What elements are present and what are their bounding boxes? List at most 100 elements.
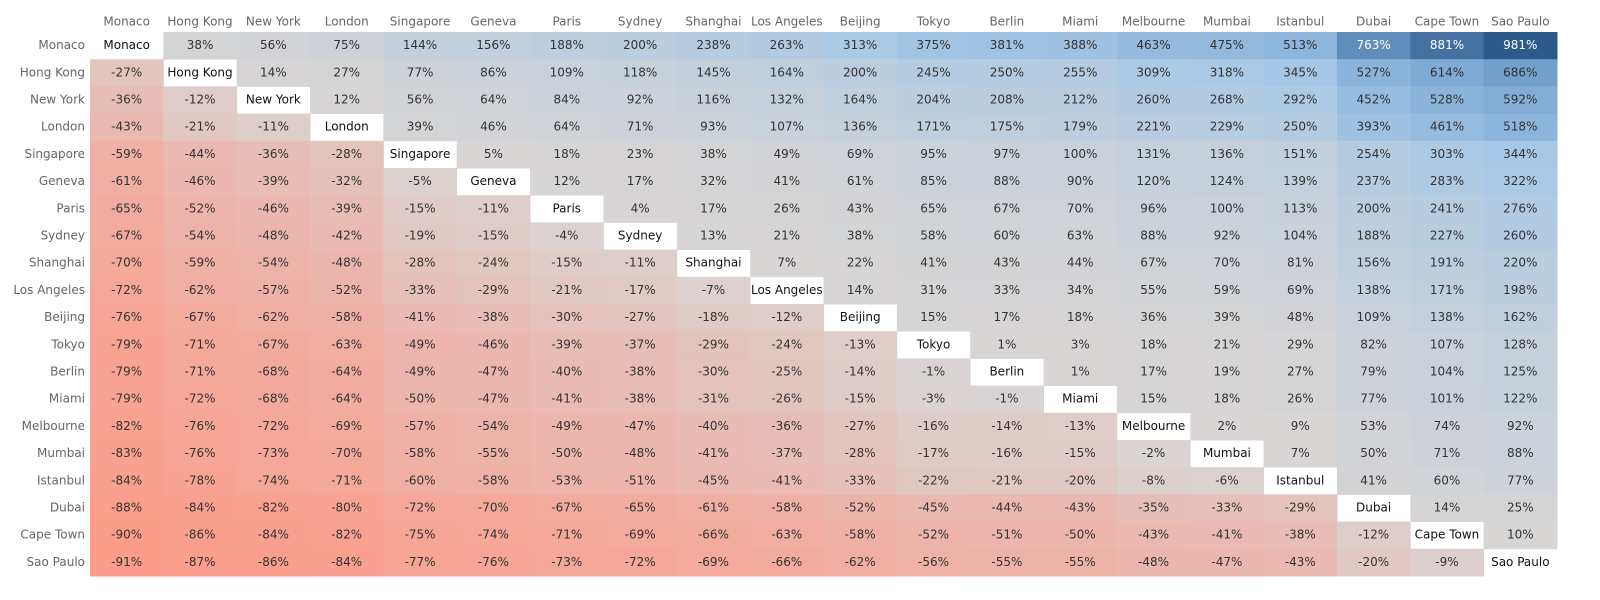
heat-cell bbox=[1410, 548, 1485, 577]
cell-label: -86% bbox=[185, 528, 216, 542]
cell-label: -36% bbox=[258, 147, 289, 161]
cell-label: 122% bbox=[1503, 392, 1537, 406]
heat-cell bbox=[1483, 440, 1558, 468]
cell-label: 237% bbox=[1356, 174, 1390, 188]
cell-label: -65% bbox=[625, 501, 656, 515]
cell-label: -71% bbox=[551, 528, 582, 542]
column-header: Geneva bbox=[470, 15, 516, 29]
column-header: Beijing bbox=[840, 15, 881, 29]
cell-label: 53% bbox=[1360, 419, 1387, 433]
heat-cell bbox=[1190, 168, 1265, 196]
heat-cell bbox=[456, 412, 531, 441]
cell-label: -27% bbox=[111, 65, 142, 79]
heat-cell bbox=[90, 385, 164, 414]
heat-cell bbox=[970, 385, 1045, 414]
cell-label: 32% bbox=[700, 174, 727, 188]
heat-cell bbox=[530, 32, 604, 60]
heat-cell bbox=[750, 249, 824, 278]
heat-cell bbox=[1410, 385, 1485, 414]
heat-cell bbox=[456, 331, 531, 359]
heat-cell bbox=[603, 168, 678, 196]
heat-cell bbox=[676, 195, 751, 223]
cell-label: 50% bbox=[1360, 446, 1387, 460]
heat-cell bbox=[1263, 113, 1338, 142]
heat-cell bbox=[456, 32, 531, 60]
cell-label: -67% bbox=[185, 310, 216, 324]
cell-label: 1% bbox=[997, 337, 1016, 351]
cell-label: 198% bbox=[1503, 283, 1537, 297]
heat-cell bbox=[1410, 249, 1485, 278]
cell-label: 17% bbox=[700, 201, 727, 215]
cell-label: 260% bbox=[1136, 93, 1170, 107]
cell-label: -35% bbox=[1138, 501, 1169, 515]
heat-cell bbox=[970, 249, 1045, 278]
heat-cell bbox=[1043, 113, 1118, 142]
heat-cell bbox=[676, 494, 751, 523]
heat-cell bbox=[1336, 331, 1411, 359]
row-header: Melbourne bbox=[22, 419, 85, 433]
diagonal-cell bbox=[824, 304, 897, 331]
cell-label: -66% bbox=[698, 528, 729, 542]
heat-cell bbox=[1190, 195, 1265, 223]
cell-label: 14% bbox=[260, 65, 287, 79]
cell-label: -49% bbox=[551, 419, 582, 433]
heat-cell bbox=[603, 59, 678, 87]
heat-cell bbox=[383, 331, 458, 359]
heat-cell bbox=[456, 358, 531, 387]
heat-cell bbox=[896, 440, 971, 468]
cell-label: 981% bbox=[1503, 38, 1537, 52]
cell-label: -28% bbox=[845, 446, 876, 460]
cell-label: 204% bbox=[916, 93, 950, 107]
cell-label: 263% bbox=[770, 38, 804, 52]
heat-cell bbox=[750, 86, 824, 115]
heat-cell bbox=[603, 140, 678, 169]
cell-label: 18% bbox=[1140, 337, 1167, 351]
heat-cell bbox=[823, 358, 898, 387]
cell-label: 59% bbox=[1214, 283, 1241, 297]
cell-label: 95% bbox=[920, 147, 947, 161]
cell-label: 21% bbox=[773, 229, 800, 243]
cell-label: -67% bbox=[258, 337, 289, 351]
heat-cell bbox=[676, 59, 751, 87]
row-header: Geneva bbox=[39, 174, 85, 188]
heat-cell bbox=[1410, 304, 1485, 332]
heat-cell bbox=[823, 249, 898, 278]
heat-cell bbox=[163, 385, 238, 414]
cell-label: 255% bbox=[1063, 65, 1097, 79]
column-header: Cape Town bbox=[1415, 15, 1480, 29]
heat-cell bbox=[236, 222, 311, 251]
cell-label: 56% bbox=[407, 93, 434, 107]
cell-label: -30% bbox=[551, 310, 582, 324]
heat-cell bbox=[90, 521, 164, 550]
heat-cell bbox=[676, 222, 751, 251]
heat-cell bbox=[530, 494, 604, 523]
heat-cell bbox=[530, 440, 604, 468]
diagonal-label: Los Angeles bbox=[751, 283, 823, 297]
cell-label: -68% bbox=[258, 365, 289, 379]
heat-cell bbox=[750, 59, 824, 87]
heat-cell bbox=[603, 548, 678, 577]
heat-cell bbox=[1410, 222, 1485, 251]
heat-cell bbox=[1263, 304, 1338, 332]
heat-cell bbox=[310, 385, 384, 414]
heat-cell bbox=[1263, 249, 1338, 278]
cell-label: -17% bbox=[918, 446, 949, 460]
cell-label: 17% bbox=[1140, 365, 1167, 379]
cell-label: 79% bbox=[1360, 365, 1387, 379]
heat-cell bbox=[896, 304, 971, 332]
cell-label: -15% bbox=[1065, 446, 1096, 460]
heat-cell bbox=[1043, 86, 1118, 115]
heat-cell bbox=[530, 358, 604, 387]
heat-cell bbox=[236, 195, 311, 223]
cell-label: 245% bbox=[916, 65, 950, 79]
heat-cell bbox=[1483, 276, 1558, 305]
heat-cell bbox=[1043, 249, 1118, 278]
heat-cell bbox=[896, 494, 971, 523]
diagonal-label: Cape Town bbox=[1415, 528, 1480, 542]
heat-cell bbox=[896, 195, 971, 223]
cell-label: 64% bbox=[480, 93, 507, 107]
heat-cell bbox=[310, 331, 384, 359]
diagonal-cell bbox=[457, 168, 530, 195]
cell-label: -11% bbox=[478, 201, 509, 215]
cell-label: -46% bbox=[478, 337, 509, 351]
